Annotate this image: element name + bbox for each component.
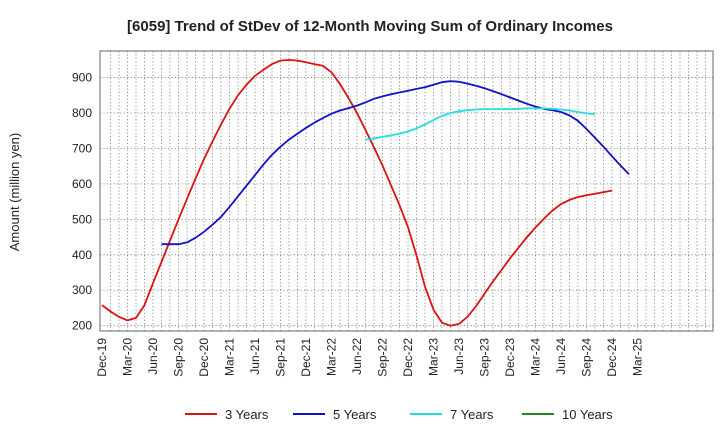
x-tick-label: Sep-24 bbox=[580, 338, 594, 377]
x-tick-label: Mar-24 bbox=[529, 338, 543, 376]
x-tick-label: Dec-21 bbox=[299, 338, 313, 377]
y-tick-label: 700 bbox=[72, 141, 92, 155]
x-tick-label: Dec-24 bbox=[605, 338, 619, 377]
x-tick-label: Sep-23 bbox=[478, 338, 492, 377]
x-tick-label: Jun-23 bbox=[452, 338, 466, 375]
legend-label-7-years: 7 Years bbox=[450, 407, 494, 422]
series-line-5-years bbox=[161, 80, 630, 246]
y-tick-label: 300 bbox=[72, 283, 92, 297]
x-tick-label: Sep-20 bbox=[172, 338, 186, 377]
y-tick-label: 900 bbox=[72, 71, 92, 85]
y-tick-label: 800 bbox=[72, 106, 92, 120]
y-tick-label: 200 bbox=[72, 319, 92, 333]
y-tick-label: 400 bbox=[72, 248, 92, 262]
x-tick-label: Jun-21 bbox=[248, 338, 262, 375]
x-tick-labels: Dec-19 Mar-20 Jun-20 Sep-20 Dec-20 Mar-21 Jun-… bbox=[95, 338, 645, 377]
x-tick-label: Jun-20 bbox=[146, 338, 160, 375]
x-tick-label: Jun-22 bbox=[350, 338, 364, 375]
y-tick-labels: 200 300 400 500 600 700 800 900 bbox=[72, 71, 92, 333]
x-tick-label: Sep-22 bbox=[376, 338, 390, 377]
plot-frame bbox=[99, 50, 714, 332]
legend-label-3-years: 3 Years bbox=[225, 407, 269, 422]
x-tick-label: Dec-22 bbox=[401, 338, 415, 377]
x-tick-label: Dec-20 bbox=[197, 338, 211, 377]
x-tick-label: Mar-23 bbox=[427, 338, 441, 376]
y-tick-label: 600 bbox=[72, 177, 92, 191]
x-tick-label: Mar-25 bbox=[631, 338, 645, 376]
y-axis-label: Amount (million yen) bbox=[7, 133, 22, 252]
legend-label-10-years: 10 Years bbox=[562, 407, 613, 422]
series-line-3-years bbox=[101, 59, 613, 327]
series-lines bbox=[101, 59, 630, 327]
x-tick-label: Mar-21 bbox=[223, 338, 237, 376]
x-tick-label: Mar-22 bbox=[325, 338, 339, 376]
x-tick-label: Jun-24 bbox=[554, 338, 568, 375]
chart-title: [6059] Trend of StDev of 12-Month Moving… bbox=[127, 18, 613, 35]
legend: 3 Years 5 Years 7 Years 10 Years bbox=[185, 407, 613, 422]
x-tick-label: Sep-21 bbox=[274, 338, 288, 377]
y-tick-label: 500 bbox=[72, 212, 92, 226]
grid-lines bbox=[100, 51, 713, 331]
x-tick-label: Mar-20 bbox=[121, 338, 135, 376]
legend-label-5-years: 5 Years bbox=[333, 407, 377, 422]
series-line-7-years bbox=[365, 107, 596, 141]
x-tick-label: Dec-19 bbox=[95, 338, 109, 377]
x-tick-label: Dec-23 bbox=[503, 338, 517, 377]
